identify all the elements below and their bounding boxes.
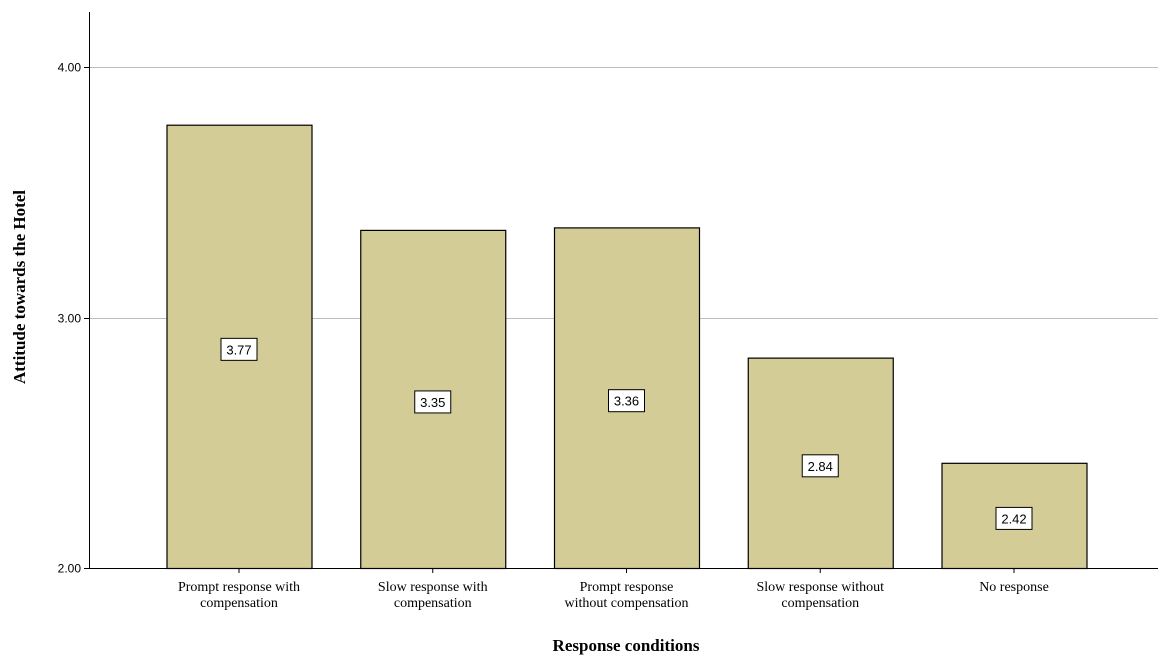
bars <box>166 124 1088 570</box>
x-tick-label: Slow response with compensation <box>378 580 488 611</box>
data-label: 3.36 <box>608 389 645 413</box>
data-label-box <box>608 389 645 413</box>
x-tick-label: Prompt response without compensation <box>564 580 688 611</box>
x-tick-label: Slow response without compensation <box>756 580 884 611</box>
y-tick-label: 3.00 <box>58 312 82 326</box>
data-label-text: 2.42 <box>1001 511 1026 526</box>
data-label: 3.77 <box>220 337 258 361</box>
data-label-text: 3.36 <box>614 394 639 409</box>
x-tick-label: Prompt response with compensation <box>178 580 300 611</box>
y-tick-label: 2.00 <box>58 562 82 576</box>
data-label-box <box>801 454 839 478</box>
data-label: 3.35 <box>414 390 452 414</box>
data-label-box <box>995 506 1033 530</box>
data-label-text: 3.77 <box>226 342 251 357</box>
data-label-box <box>220 337 258 361</box>
data-label-text: 2.84 <box>808 459 833 474</box>
y-tick-label: 4.00 <box>58 61 82 75</box>
x-tick-label: No response <box>979 580 1049 595</box>
y-axis-title: Attitude towards the Hotel <box>10 190 29 384</box>
data-labels: 3.77 3.35 3.36 2.84 2.42 <box>220 337 1033 530</box>
axes: 2.00 3.00 4.00 Prompt response with compensa… <box>58 12 1158 611</box>
data-label-text: 3.35 <box>420 395 445 410</box>
data-label-box <box>414 390 452 414</box>
data-label: 2.42 <box>995 506 1033 530</box>
x-axis-title: Response conditions <box>553 636 700 655</box>
data-label: 2.84 <box>801 454 839 478</box>
